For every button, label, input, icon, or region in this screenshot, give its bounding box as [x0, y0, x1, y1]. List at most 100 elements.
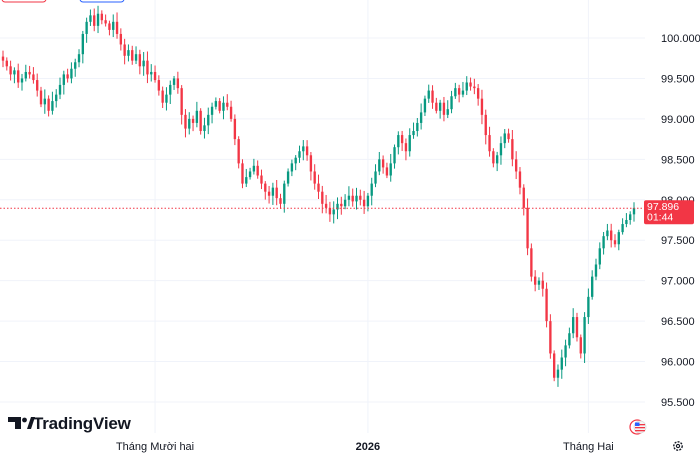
candle-body	[229, 106, 233, 119]
candle-body	[188, 118, 191, 129]
candle-body	[176, 78, 180, 89]
candle-body	[248, 171, 252, 178]
y-tick-label: 97.500	[661, 235, 695, 247]
candle-body	[393, 147, 396, 164]
candle-body	[617, 232, 620, 245]
candle-body	[104, 20, 107, 24]
us-flag-icon[interactable]	[629, 419, 647, 435]
top-badge-blue[interactable]	[79, 0, 125, 3]
candle-body	[286, 171, 290, 184]
candle-body	[17, 70, 20, 83]
candle-body	[412, 131, 415, 136]
candle-body	[385, 167, 389, 176]
top-badge-red[interactable]	[1, 0, 47, 3]
candle-body	[138, 54, 142, 67]
y-tick-label: 96.500	[661, 316, 695, 328]
candle-body	[260, 175, 263, 184]
candle-body	[184, 114, 187, 129]
candle-body	[442, 102, 446, 115]
candle-body	[93, 15, 96, 26]
candle-body	[469, 82, 472, 87]
candle-body	[36, 80, 39, 91]
candle-body	[362, 199, 366, 207]
candle-body	[115, 21, 119, 34]
candle-body	[245, 177, 248, 184]
candle-body	[533, 276, 537, 285]
x-axis[interactable]: Tháng Mười hai 2026 Tháng Hai	[116, 441, 614, 453]
candle-body	[381, 159, 385, 168]
candle-body	[613, 240, 617, 245]
y-tick-label: 99.000	[661, 114, 695, 126]
candle-body	[70, 68, 73, 79]
candle-body	[629, 214, 632, 220]
y-tick-label: 98.500	[661, 154, 695, 166]
candle-body	[309, 155, 313, 172]
candle-body	[397, 135, 400, 148]
candle-body	[632, 207, 636, 215]
candle-body	[522, 187, 525, 208]
candle-body	[302, 146, 305, 152]
candle-body	[446, 109, 449, 115]
candle-body	[150, 71, 153, 75]
candle-body	[602, 236, 605, 249]
candle-body	[89, 15, 92, 22]
candle-body	[374, 171, 377, 184]
candle-body	[450, 96, 453, 110]
candle-body	[560, 357, 563, 370]
candle-body	[549, 321, 552, 354]
candle-body	[207, 114, 210, 126]
candle-body	[195, 110, 199, 123]
candle-body	[461, 90, 465, 95]
candle-body	[172, 78, 176, 85]
candle-body	[351, 195, 354, 202]
candle-body	[591, 276, 594, 297]
gear-icon[interactable]	[673, 441, 683, 451]
candle-body	[47, 98, 50, 111]
candle-body	[476, 88, 480, 99]
candle-body	[606, 230, 609, 237]
candle-body	[404, 143, 408, 152]
candle-body	[526, 207, 529, 249]
candle-body	[332, 209, 335, 215]
candle-body	[131, 50, 134, 61]
candle-body	[9, 66, 12, 75]
x-axis-label: Tháng Mười hai	[116, 441, 194, 453]
candle-body	[96, 13, 100, 26]
candle-body	[473, 86, 476, 89]
candle-body	[298, 151, 301, 158]
candle-body	[241, 163, 244, 184]
candle-body	[340, 203, 343, 207]
candle-body	[267, 191, 271, 196]
candle-body	[233, 118, 237, 140]
candle-body	[552, 353, 556, 378]
candle-body	[5, 60, 8, 67]
candle-body	[499, 143, 503, 156]
candle-body	[62, 74, 65, 85]
candle-body	[575, 317, 579, 338]
candles-layer	[1, 5, 636, 387]
candle-body	[203, 125, 206, 132]
candle-body	[161, 90, 164, 103]
candle-body	[545, 288, 548, 322]
candle-body	[317, 183, 320, 192]
tradingview-logo-text: TradingView	[33, 414, 132, 433]
tradingview-logo[interactable]: TradingView	[8, 414, 132, 433]
candle-body	[438, 102, 442, 111]
candle-body	[518, 171, 522, 188]
candle-body	[579, 337, 582, 354]
candle-body	[153, 71, 157, 81]
candle-body	[305, 146, 309, 156]
candle-body	[321, 191, 324, 204]
candle-body	[191, 118, 195, 123]
candle-body	[598, 248, 601, 265]
candle-body	[112, 21, 115, 30]
candle-body	[32, 74, 35, 81]
candle-body	[74, 62, 77, 69]
y-tick-label: 97.000	[661, 276, 695, 288]
candle-body	[416, 122, 419, 132]
candle-body	[146, 60, 149, 75]
candle-body	[507, 133, 510, 140]
candle-body	[564, 345, 567, 358]
